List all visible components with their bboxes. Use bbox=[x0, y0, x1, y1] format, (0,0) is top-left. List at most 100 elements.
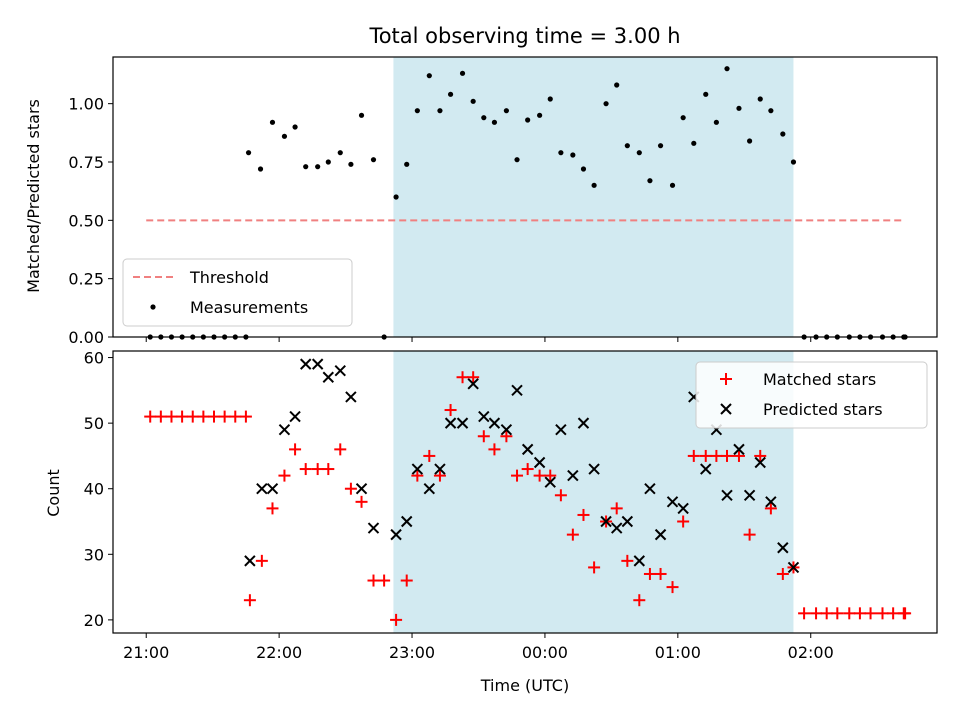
measurement-point bbox=[257, 166, 264, 172]
predicted-star-point bbox=[311, 358, 324, 370]
predicted-star-point bbox=[478, 410, 490, 423]
measurement-point bbox=[303, 164, 309, 170]
x-marker-b bbox=[300, 358, 312, 370]
x-marker-b bbox=[500, 423, 513, 436]
matched-star-point bbox=[831, 607, 844, 620]
predicted-star-point bbox=[666, 496, 679, 508]
y-axis-label-ratio: Matched/Predicted stars bbox=[24, 99, 43, 293]
matched-star-point bbox=[456, 371, 469, 384]
x-marker-b bbox=[754, 456, 766, 469]
measurement-point bbox=[245, 150, 252, 156]
x-marker-b bbox=[733, 443, 745, 456]
x-tick-label: 00:00 bbox=[522, 643, 568, 662]
predicted-star-point bbox=[500, 423, 513, 436]
predicted-star-point bbox=[577, 417, 590, 429]
x-marker-b bbox=[367, 522, 380, 534]
matched-star-point bbox=[521, 463, 534, 476]
legend-x-b bbox=[720, 403, 732, 415]
measurement-point bbox=[437, 108, 443, 114]
measurement-point bbox=[481, 115, 487, 121]
y-tick-label: 30 bbox=[84, 545, 104, 564]
matched-star-point bbox=[853, 607, 866, 620]
x-marker-b bbox=[456, 417, 469, 429]
predicted-star-point bbox=[765, 496, 777, 508]
x-marker-b bbox=[256, 483, 268, 495]
measurement-point bbox=[724, 66, 730, 72]
x-marker-b bbox=[478, 410, 490, 423]
matched-star-point bbox=[229, 410, 242, 423]
predicted-star-point bbox=[423, 483, 436, 495]
matched-star-point bbox=[500, 430, 513, 443]
matched-star-point bbox=[477, 430, 490, 443]
measurement-point bbox=[447, 91, 454, 97]
measurement-point bbox=[713, 119, 719, 125]
x-marker-b bbox=[644, 483, 656, 495]
measurement-point bbox=[426, 73, 432, 79]
legend-box bbox=[122, 258, 353, 327]
measurement-point bbox=[768, 108, 774, 114]
x-marker-b bbox=[654, 528, 667, 541]
y-tick-label: 0.25 bbox=[68, 270, 104, 289]
matched-star-point bbox=[610, 502, 623, 515]
measurement-point bbox=[292, 124, 298, 130]
predicted-star-point bbox=[621, 515, 634, 528]
legend-matched-label: Matched stars bbox=[763, 370, 876, 389]
predicted-star-point bbox=[677, 502, 689, 515]
y-tick-label: 40 bbox=[84, 480, 104, 499]
matched-star-point bbox=[810, 607, 823, 620]
x-marker-b bbox=[577, 417, 590, 429]
measurement-point bbox=[281, 133, 288, 139]
x-marker-b bbox=[355, 483, 368, 495]
measurement-point bbox=[525, 117, 531, 123]
matched-star-point bbox=[554, 489, 567, 502]
x-marker-b bbox=[633, 555, 646, 567]
matched-star-point bbox=[488, 443, 501, 456]
x-marker-b bbox=[467, 378, 479, 390]
measurement-point bbox=[269, 119, 276, 125]
predicted-star-point bbox=[266, 483, 279, 495]
predicted-star-point bbox=[289, 410, 301, 423]
y-tick-label: 20 bbox=[84, 611, 104, 630]
matched-star-point bbox=[334, 443, 347, 456]
measurement-point bbox=[614, 82, 620, 88]
x-marker-b bbox=[345, 391, 357, 403]
predicted-star-point bbox=[533, 456, 546, 469]
y-tick-label: 0.50 bbox=[68, 211, 104, 230]
predicted-star-point bbox=[654, 528, 667, 541]
matched-star-point bbox=[864, 607, 877, 620]
x-tick-label: 21:00 bbox=[123, 643, 169, 662]
legend-bottom: Matched stars Predicted stars bbox=[695, 361, 928, 429]
x-tick-label: 23:00 bbox=[389, 643, 435, 662]
matched-star-point bbox=[732, 449, 745, 462]
predicted-star-point bbox=[721, 489, 733, 501]
matched-star-point bbox=[544, 469, 557, 482]
matched-star-point bbox=[144, 410, 157, 423]
predicted-star-point bbox=[521, 443, 534, 456]
measurement-point bbox=[393, 194, 399, 200]
predicted-star-point bbox=[322, 371, 335, 383]
matched-star-point bbox=[299, 463, 312, 476]
y-tick-label: 0.75 bbox=[68, 153, 104, 172]
predicted-star-point bbox=[334, 364, 346, 377]
measurement-point bbox=[747, 138, 753, 144]
x-marker-b bbox=[278, 423, 291, 436]
top-panel: 0.00 0.25 0.50 0.75 1.00 Threshold Measurement… bbox=[68, 56, 938, 347]
matched-star-point bbox=[208, 410, 221, 423]
matched-star-point bbox=[754, 449, 767, 462]
matched-star-point bbox=[654, 567, 667, 580]
measurement-point bbox=[325, 159, 331, 165]
measurement-point bbox=[647, 178, 653, 184]
x-marker-b bbox=[787, 561, 800, 574]
bottom-panel: 20 30 40 50 60 21:00 22:00 23:00 00:00 01:00 02:00… bbox=[84, 349, 938, 662]
measurement-point bbox=[547, 96, 553, 102]
x-marker-b bbox=[721, 489, 733, 501]
matched-star-point bbox=[764, 502, 777, 515]
predicted-star-point bbox=[567, 469, 579, 482]
predicted-star-point bbox=[244, 555, 256, 567]
predicted-star-point bbox=[367, 522, 380, 534]
matched-star-point bbox=[743, 528, 756, 541]
predicted-star-point bbox=[777, 542, 789, 554]
predicted-star-point bbox=[733, 443, 745, 456]
matched-star-point bbox=[266, 502, 279, 515]
